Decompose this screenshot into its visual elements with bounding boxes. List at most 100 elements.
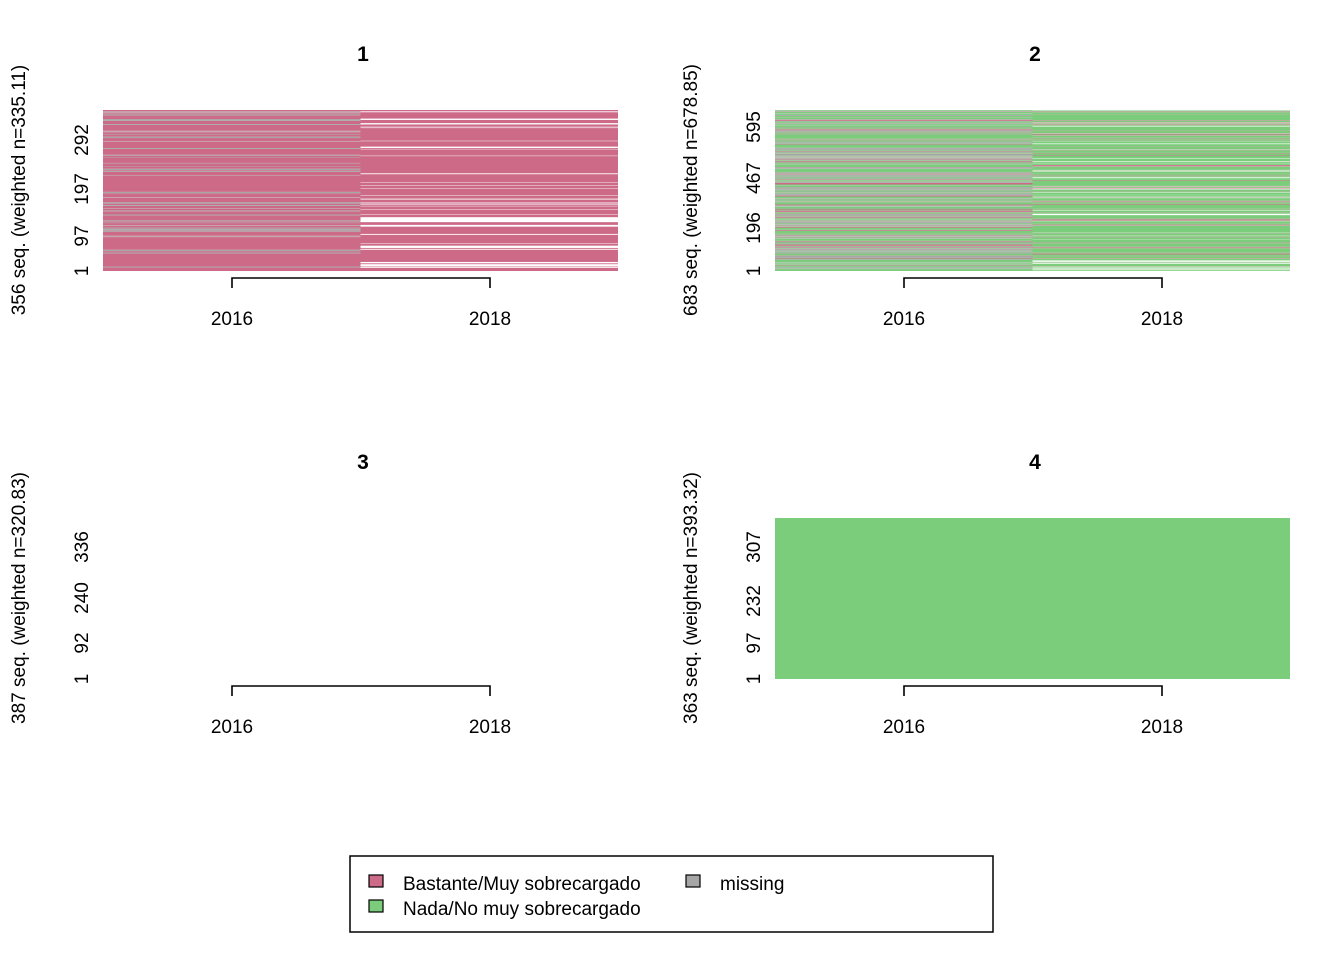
sequence-segment xyxy=(103,147,361,149)
sequence-segment xyxy=(103,266,361,268)
sequence-segment xyxy=(775,163,1033,165)
panel-title: 1 xyxy=(357,43,369,66)
sequence-segment xyxy=(775,221,1033,223)
sequence-segment xyxy=(775,173,1033,175)
sequence-segment xyxy=(360,128,618,141)
sequence-segment xyxy=(1032,120,1290,123)
sequence-segment xyxy=(103,252,361,254)
sequence-segment xyxy=(360,249,618,262)
sequence-segment xyxy=(103,205,361,209)
sequence-segment xyxy=(1032,254,1290,256)
sequence-segment xyxy=(103,163,361,167)
sequence-segment xyxy=(103,157,361,163)
sequence-segment xyxy=(775,181,1033,183)
y-tick-label: 595 xyxy=(744,111,765,143)
x-tick-label: 2016 xyxy=(883,717,925,738)
sequence-segment xyxy=(775,252,1033,254)
sequence-segment xyxy=(360,174,618,183)
y-tick-labels: 1 97 232 307 xyxy=(744,531,765,684)
sequence-segment xyxy=(103,171,361,176)
panel-2: 2 683 seq. (weighted n=678.85) 1 196 467… xyxy=(681,43,1290,330)
sequence-segment xyxy=(360,209,618,215)
sequence-segment xyxy=(1032,196,1290,197)
sequence-segment xyxy=(775,149,1033,151)
sequence-segment xyxy=(775,215,1033,217)
sequence-segment xyxy=(775,117,1033,120)
sequence-segment xyxy=(775,143,1033,144)
y-tick-label: 92 xyxy=(72,632,93,653)
sequence-segment xyxy=(1032,209,1290,211)
sequence-segment xyxy=(1032,258,1290,261)
sequence-segment xyxy=(775,244,1033,246)
sequence-segment xyxy=(103,155,361,158)
sequence-segment xyxy=(103,208,361,211)
sequence-segment xyxy=(1032,146,1290,150)
sequence-segment xyxy=(103,175,361,192)
y-tick-label: 196 xyxy=(744,212,765,244)
sequence-segment xyxy=(775,196,1033,199)
sequence-segment xyxy=(1032,155,1290,159)
panel-title: 2 xyxy=(1029,43,1041,66)
y-tick-labels: 1 97 197 292 xyxy=(72,124,93,276)
sequence-segment xyxy=(775,206,1033,209)
y-tick-label: 336 xyxy=(72,531,93,563)
y-tick-labels: 1 92 240 336 xyxy=(72,531,93,684)
sequence-segment xyxy=(775,185,1033,188)
sequence-segment xyxy=(1032,130,1290,134)
sequence-segment xyxy=(1032,170,1290,172)
sequence-segment xyxy=(775,210,1033,212)
sequence-segment xyxy=(103,124,361,125)
sequence-segment xyxy=(775,125,1033,127)
sequence-segment xyxy=(103,210,361,212)
sequence-segment xyxy=(1032,202,1290,204)
sequence-segment xyxy=(1032,177,1290,179)
sequence-segment xyxy=(1032,149,1290,151)
sequence-segment xyxy=(1032,224,1290,226)
y-tick-label: 97 xyxy=(72,225,93,246)
sequence-segment xyxy=(103,148,361,155)
sequence-segment xyxy=(1032,256,1290,259)
sequence-segment xyxy=(1032,219,1290,221)
sequence-segment xyxy=(775,153,1033,156)
sequence-segment xyxy=(775,229,1033,231)
sequence-segment xyxy=(103,120,361,125)
sequence-segment xyxy=(360,149,618,156)
sequence-segment xyxy=(360,199,618,203)
sequence-segment xyxy=(775,238,1033,241)
sequence-segment xyxy=(1032,215,1290,219)
sequence-segment xyxy=(103,228,361,230)
sequence-segment xyxy=(103,124,361,131)
plot-area xyxy=(103,110,618,271)
sequence-segment xyxy=(103,191,361,194)
sequence-segment xyxy=(775,235,1033,237)
sequence-segment xyxy=(775,230,1033,234)
sequence-segment xyxy=(775,249,1033,251)
sequence-segment xyxy=(775,209,1033,211)
sequence-segment xyxy=(1032,239,1290,242)
sequence-segment xyxy=(775,518,1033,679)
legend-label: Nada/No muy sobrecargado xyxy=(403,899,641,920)
x-axis-line xyxy=(903,685,1163,696)
sequence-segment xyxy=(103,154,361,156)
sequence-segment xyxy=(360,234,618,244)
sequence-segment xyxy=(775,242,1033,244)
sequence-segment xyxy=(103,171,361,172)
sequence-segment xyxy=(775,258,1033,260)
sequence-segment xyxy=(103,141,361,148)
sequence-segment xyxy=(775,267,1033,269)
sequence-segment xyxy=(103,251,361,253)
sequence-segment xyxy=(775,180,1033,182)
y-axis-label: 683 seq. (weighted n=678.85) xyxy=(681,64,702,316)
sequence-segment xyxy=(775,167,1033,169)
sequence-segment xyxy=(775,250,1033,252)
sequence-segment xyxy=(775,212,1033,214)
sequence-segment xyxy=(103,231,361,236)
sequence-segment xyxy=(775,192,1033,194)
sequence-segment xyxy=(360,124,618,127)
legend-box xyxy=(349,855,994,933)
sequence-segment xyxy=(1032,153,1290,156)
sequence-segment xyxy=(775,226,1033,228)
sequence-segment xyxy=(360,185,618,189)
sequence-segment xyxy=(1032,125,1290,126)
y-tick-label: 97 xyxy=(744,632,765,653)
